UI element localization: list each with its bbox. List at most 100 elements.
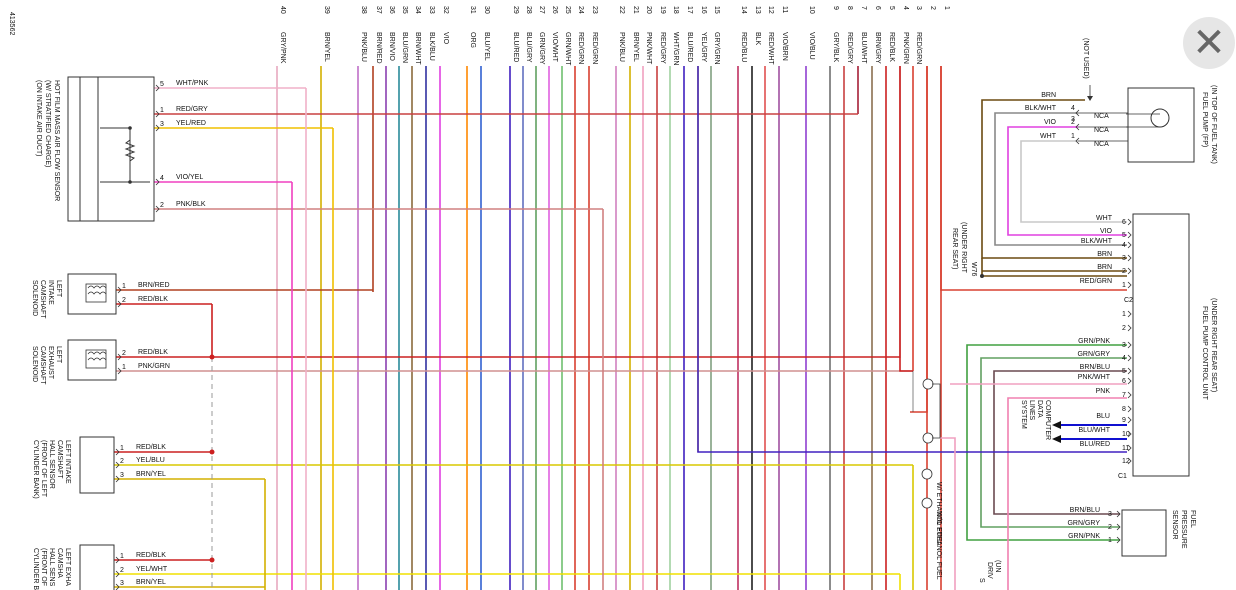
left-wire-pin: 1 <box>120 553 124 560</box>
column-label: ORG <box>469 32 476 48</box>
pnk <box>1007 397 1127 590</box>
column-label: BLK <box>754 32 761 46</box>
left-wire-pin: 5 <box>160 81 164 88</box>
connector-chevron <box>155 124 160 132</box>
hall1-text: HALL SENSOR <box>48 440 55 489</box>
column-number: 27 <box>538 6 545 14</box>
redblk-turn <box>899 66 913 372</box>
note-marker <box>921 497 933 509</box>
connector-chevron <box>1127 324 1132 332</box>
left-wire-label: YEL/RED <box>176 120 206 127</box>
fuel-pump-motor <box>1150 108 1170 128</box>
solenoid-winding <box>87 351 107 355</box>
fuel-pump-title1: (IN TOP OF FUEL TANK) <box>1210 85 1217 164</box>
fpcu-bot-label: BLU <box>1096 413 1110 420</box>
splice-node <box>209 449 215 455</box>
connector-chevron <box>1127 416 1132 424</box>
ground-node <box>980 274 984 278</box>
column-number: 25 <box>564 6 571 14</box>
connector-chevron <box>117 353 122 361</box>
sol1-t2: INTAKE <box>47 280 54 305</box>
fps-wire-label: BRN/BLU <box>1070 507 1100 514</box>
left-wire-label: PNK/BLK <box>176 201 206 208</box>
fpcu-bot-label: PNK <box>1096 388 1111 395</box>
sol2-t4: SOLENOID <box>31 346 38 382</box>
close-button[interactable]: ✕ <box>1183 17 1235 69</box>
column-label: RED/GRN <box>577 32 584 64</box>
fpcu-top-label: RED/GRN <box>1080 278 1112 285</box>
connector-chevron <box>115 583 120 590</box>
column-label: BLU/RED <box>512 32 519 62</box>
column-label: RED/GRN <box>591 32 598 64</box>
connector-chevron <box>1116 536 1121 544</box>
column-label: RED/GRY <box>846 32 853 64</box>
note-bracket <box>932 383 941 439</box>
fpcu-top-label: BRN <box>1097 251 1112 258</box>
fpcu-bot-pin: 8 <box>1122 406 1126 413</box>
column-number: 15 <box>713 6 720 14</box>
column-label: GRY/PNK <box>279 32 286 64</box>
column-number: 36 <box>388 6 395 14</box>
left-wire-pin: 2 <box>120 458 124 465</box>
connector-chevron <box>1075 109 1080 117</box>
column-label: BLK/BLU <box>428 32 435 61</box>
column-label: VIO <box>442 32 449 45</box>
fuel-pump-title2: FUEL PUMP (FP) <box>1201 92 1208 147</box>
connector-chevron <box>117 286 122 294</box>
connector-chevron <box>1127 444 1132 452</box>
fpcu-bot-pin: 10 <box>1122 431 1130 438</box>
fpcu-bot-pin: 5 <box>1122 368 1126 375</box>
column-label: VIO/BRN <box>781 32 788 61</box>
sol1-t3: CAMSHAFT <box>39 280 46 319</box>
column-label: PNK/BLU <box>618 32 625 62</box>
column-number: 37 <box>375 6 382 14</box>
left-wire-pin: 2 <box>120 567 124 574</box>
connector-chevron <box>1127 241 1132 249</box>
fp-wire-label: BLK/WHT <box>1025 105 1057 112</box>
wires-layer <box>114 66 1127 590</box>
ground-w76: W76 <box>970 262 977 277</box>
connector-chevron <box>1127 341 1132 349</box>
column-label: VIO/WHT <box>551 32 558 63</box>
column-number: 6 <box>874 6 881 10</box>
solenoid-coil <box>85 349 107 369</box>
left-wire-pin: 1 <box>122 283 126 290</box>
brn-blu <box>993 370 1127 515</box>
column-number: 5 <box>888 6 895 10</box>
cdl-text: SYSTEM <box>1020 400 1027 429</box>
splice-node <box>209 557 215 563</box>
left-wire-label: BRN/YEL <box>136 579 166 586</box>
column-label: PNK/WHT <box>645 32 652 65</box>
left-wire-label: WHT/PNK <box>176 80 209 87</box>
fpcu-bot-pin: 4 <box>1122 355 1126 362</box>
column-label: BRN/VIO <box>388 32 395 61</box>
fpcu-bot-pin: 9 <box>1122 417 1126 424</box>
solenoid-winding <box>87 291 107 295</box>
fpcu-box <box>1132 213 1190 477</box>
hall2-text: HALL SENS <box>48 548 55 587</box>
connector-chevron <box>1127 267 1132 275</box>
column-number: 22 <box>618 6 625 14</box>
column-number: 11 <box>781 6 788 13</box>
components-layer <box>67 76 1195 590</box>
connector-chevron <box>155 110 160 118</box>
maf-node <box>128 126 132 130</box>
column-label: RED/BLU <box>740 32 747 62</box>
fp-extra-pin: 3 <box>1071 116 1075 123</box>
connector-chevron <box>115 570 120 578</box>
fpcu-bot-label: PNK/WHT <box>1078 374 1111 381</box>
maf-sensor-inner <box>79 76 99 222</box>
column-label: GRN/GRY <box>538 32 545 65</box>
fps-title: PRESSURE <box>1180 510 1187 549</box>
fpcu-title1: (UNDER RIGHT REAR SEAT) <box>1210 298 1217 392</box>
connector-chevron <box>117 367 122 375</box>
connector-chevron <box>155 84 160 92</box>
connector-chevron <box>1127 405 1132 413</box>
hall2-text: CYLINDER B <box>32 548 39 590</box>
column-label: GRN/WHT <box>564 32 571 66</box>
fp-nca: NCA <box>1094 113 1109 120</box>
connector-chevron <box>1127 367 1132 375</box>
cdl-text: DATA <box>1036 400 1043 418</box>
fpcu-conn-bot: C1 <box>1118 473 1127 480</box>
sol2-t3: CAMSHAFT <box>39 346 46 385</box>
